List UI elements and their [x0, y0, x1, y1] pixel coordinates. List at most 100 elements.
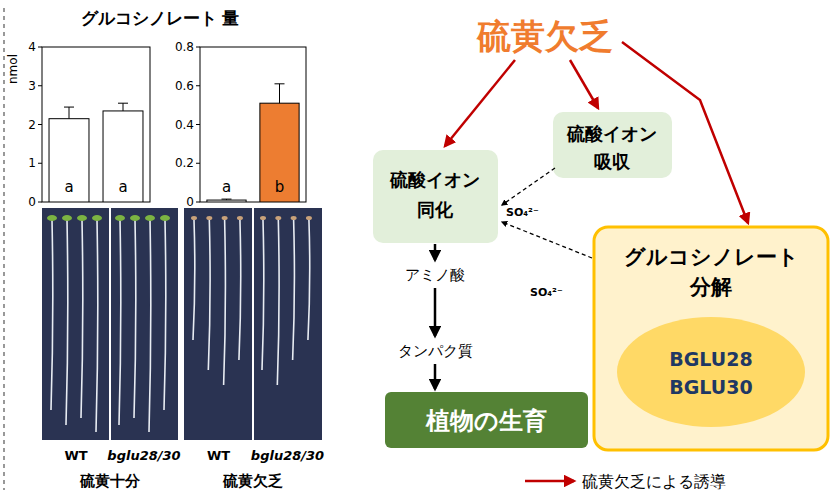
step-label: タンパク質 [398, 342, 473, 360]
root [239, 220, 241, 360]
plot-frame [42, 47, 150, 202]
error-cap [275, 83, 285, 84]
root [193, 220, 195, 340]
box-text: 植物の生育 [425, 407, 547, 435]
induction-arrow [570, 60, 598, 108]
tick-label: 0.2 [175, 156, 194, 170]
error-bar [222, 199, 232, 201]
assimilation-box [373, 150, 498, 243]
error-stem [279, 84, 280, 103]
bar [103, 111, 143, 202]
tick-mark [38, 47, 42, 48]
tick-label: 4 [28, 40, 36, 54]
arrow [434, 244, 437, 260]
seedling-photo [42, 208, 178, 440]
root [208, 220, 210, 370]
root [149, 220, 151, 432]
induction-arrow [622, 42, 748, 223]
significance-letter: a [118, 178, 127, 196]
tick-mark [196, 202, 200, 203]
cotyledon [222, 216, 228, 220]
cotyledon [275, 216, 281, 220]
root [308, 220, 310, 340]
panel-separator [3, 8, 4, 490]
error-bar [275, 84, 285, 103]
category-label: bglu28/30 [251, 448, 324, 463]
tick-mark [196, 85, 200, 86]
root [134, 220, 136, 418]
tick-label: 2 [28, 118, 36, 132]
root [96, 220, 98, 432]
cotyledon [306, 216, 312, 220]
ion-label: SO₄²⁻ [506, 206, 539, 219]
plot-frame [200, 47, 306, 202]
cotyledon [115, 215, 125, 221]
tick-mark [196, 163, 200, 164]
tick-mark [196, 47, 200, 48]
legend-label: 硫黄欠乏による誘導 [582, 472, 726, 491]
cotyledon [160, 215, 170, 221]
bar [207, 200, 246, 202]
tick-label: 0.6 [175, 79, 194, 93]
root [51, 220, 53, 410]
significance-letter: b [275, 178, 285, 196]
dashed-arrow [502, 222, 592, 258]
condition-label: 硫黄十分 [79, 472, 141, 490]
box-text: 同化 [417, 199, 454, 220]
error-stem [69, 107, 70, 119]
tick-label: 0 [28, 195, 36, 209]
cotyledon [291, 216, 297, 220]
arrow [434, 364, 437, 389]
photo-background [184, 208, 322, 440]
category-label: bglu28/30 [107, 448, 180, 463]
ion-label: SO₄²⁻ [530, 286, 563, 299]
root [262, 220, 264, 370]
arrow [434, 288, 437, 336]
uptake-box [553, 112, 672, 178]
tick-mark [38, 202, 42, 203]
photo-divider [109, 208, 111, 440]
cotyledon [47, 215, 57, 221]
bars [207, 84, 299, 202]
tick-mark [38, 163, 42, 164]
category-label: WT [64, 448, 87, 463]
error-cap [118, 103, 128, 104]
cotyledon [77, 215, 87, 221]
error-bar [118, 103, 128, 111]
figure: 01234グルコシノレート 量nmolaWTabglu28/30硫黄十分00.2… [0, 0, 835, 495]
box-text: 分解 [689, 275, 732, 299]
tick-label: 0.4 [175, 118, 194, 132]
cotyledon [145, 215, 155, 221]
cotyledon [260, 216, 266, 220]
cotyledon [191, 216, 197, 220]
axis-title: nmol [6, 54, 20, 84]
tick-label: 0.8 [175, 40, 194, 54]
tick-mark [38, 85, 42, 86]
cotyledon [206, 216, 212, 220]
box-text: 硫酸イオン [389, 169, 480, 190]
root [66, 220, 68, 425]
legend-arrow [525, 480, 574, 483]
photo-background [42, 208, 178, 440]
root [224, 220, 226, 385]
dashed-arrow [502, 168, 555, 205]
photo-divider [252, 208, 254, 440]
growth-box [385, 392, 588, 448]
significance-letter: a [64, 178, 73, 196]
significance-letter: a [222, 178, 231, 196]
bar [260, 103, 299, 202]
error-stem [123, 103, 124, 111]
root [293, 220, 295, 360]
tick-label: 3 [28, 79, 36, 93]
bars [49, 103, 143, 202]
condition-label: 硫黄欠乏 [222, 472, 283, 490]
tick-mark [38, 124, 42, 125]
seedling-photo [184, 208, 322, 440]
category-label: WT [207, 448, 230, 463]
root [277, 220, 279, 385]
error-bar [64, 107, 74, 119]
error-cap [222, 199, 232, 200]
tick-label: 1 [28, 156, 36, 170]
induction-arrow [445, 60, 515, 146]
cotyledon [62, 215, 72, 221]
